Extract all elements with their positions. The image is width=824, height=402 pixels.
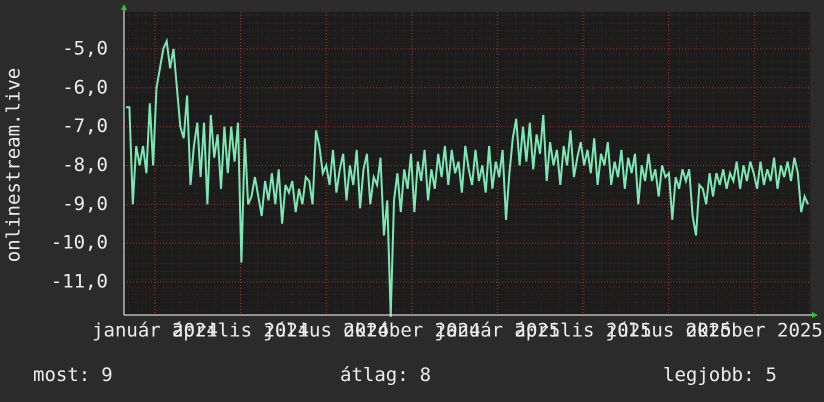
x-tick-label: július 2024	[263, 320, 389, 342]
stat: átlag: 8	[340, 364, 431, 386]
x-tick-label: január 2024	[92, 320, 218, 342]
y-tick-label: -10,0	[51, 232, 108, 254]
stat-label: legjobb:	[663, 364, 755, 386]
x-tick-label: október 2024	[343, 320, 480, 342]
x-tick-label: április 2024	[172, 320, 309, 342]
x-tick-label: október 2025	[686, 320, 823, 342]
stat: legjobb: 5	[663, 364, 777, 386]
stats: most: 9 átlag: 8 legjobb: 5	[33, 364, 777, 386]
stat-label: most:	[33, 364, 90, 386]
y-tick-label: -8,0	[62, 154, 108, 176]
y-tick-label: -11,0	[51, 270, 108, 292]
y-axis-title: onlinestream.live	[3, 68, 25, 262]
data-line	[126, 37, 809, 317]
x-tick-label: január 2025	[434, 320, 560, 342]
stat: most: 9	[33, 364, 113, 386]
x-tick-label: július 2025	[606, 320, 732, 342]
stat-value: 9	[101, 364, 112, 386]
stat-label: átlag:	[340, 364, 409, 386]
y-tick-label: -9,0	[62, 193, 108, 215]
y-tick-label: -5,0	[62, 37, 108, 59]
y-tick-label: -7,0	[62, 115, 108, 137]
y-tick-label: -6,0	[62, 76, 108, 98]
stat-value: 5	[766, 364, 777, 386]
x-tick-label: április 2025	[514, 320, 651, 342]
stat-value: 8	[420, 364, 431, 386]
y-arrow	[121, 4, 127, 10]
x-arrow	[812, 312, 818, 318]
